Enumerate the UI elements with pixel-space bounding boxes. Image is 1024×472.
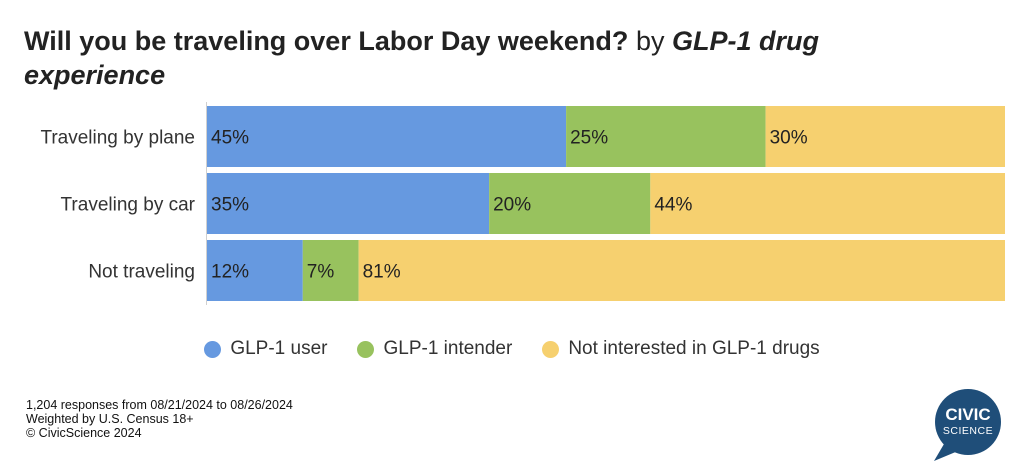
bar-segment: [489, 173, 651, 234]
footnote-copyright: © CivicScience 2024: [26, 426, 142, 440]
footnote-weighting: Weighted by U.S. Census 18+: [26, 412, 194, 426]
bar-segment: [358, 240, 1005, 301]
logo-line1: CIVIC: [945, 405, 990, 424]
chart-title-main: Will you be traveling over Labor Day wee…: [24, 26, 629, 56]
bar-segment: [765, 106, 1005, 167]
legend-label: GLP-1 intender: [383, 338, 513, 359]
logo-line2: SCIENCE: [943, 425, 993, 437]
legend-label: Not interested in GLP-1 drugs: [568, 338, 820, 359]
bar-segment: [207, 106, 567, 167]
legend-swatch: [357, 340, 375, 358]
bar-segment: [566, 106, 766, 167]
data-label: 7%: [307, 262, 335, 283]
data-label: 20%: [493, 195, 531, 216]
legend-item: GLP-1 user: [204, 338, 327, 360]
data-label: 12%: [211, 262, 249, 283]
bar-segment: [207, 240, 303, 301]
data-label: 25%: [570, 128, 608, 149]
bar-segment: [207, 173, 490, 234]
chart-title-by: by: [635, 26, 665, 56]
chart-title: Will you be traveling over Labor Day wee…: [24, 24, 924, 92]
legend-item: GLP-1 intender: [357, 338, 512, 360]
stacked-bar-chart: Traveling by plane 45% 25% 30% Traveling by …: [40, 102, 1005, 305]
legend-label: GLP-1 user: [230, 338, 328, 359]
data-label: 35%: [211, 195, 249, 216]
footnotes: 1,204 responses from 08/21/2024 to 08/26…: [26, 398, 293, 440]
legend-item: Not interested in GLP-1 drugs: [542, 338, 820, 360]
legend-swatch: [204, 340, 222, 358]
category-label: Not traveling: [88, 262, 195, 283]
logo-bubble: [935, 389, 1001, 455]
footnote-responses: 1,204 responses from 08/21/2024 to 08/26…: [26, 398, 293, 412]
logo-bubble-tail: [934, 444, 958, 461]
chart-title-group: GLP-1 drug experience: [24, 26, 819, 90]
data-label: 44%: [654, 195, 692, 216]
data-label: 30%: [770, 128, 808, 149]
bar-segment: [650, 173, 1005, 234]
category-label: Traveling by car: [61, 195, 196, 216]
data-label: 81%: [363, 262, 401, 283]
bar-segment: [302, 240, 359, 301]
chart-legend: GLP-1 user GLP-1 intender Not interested i…: [0, 338, 1024, 360]
legend-swatch: [542, 340, 560, 358]
civicscience-logo: CIVIC SCIENCE: [934, 389, 1001, 461]
data-label: 45%: [211, 128, 249, 149]
category-label: Traveling by plane: [40, 128, 195, 149]
